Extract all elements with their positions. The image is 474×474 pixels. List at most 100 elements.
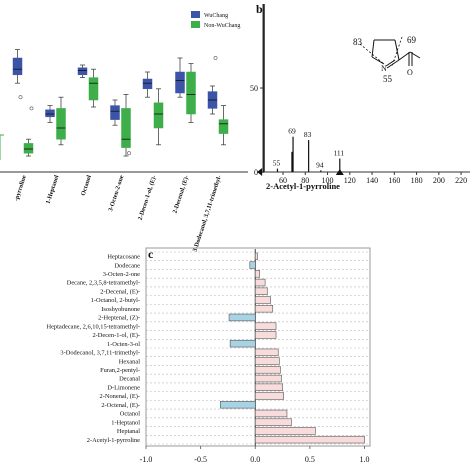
legend-label-wuchang: WuChang xyxy=(204,13,228,19)
bar-category-label: Heptacosane xyxy=(107,254,140,261)
substituent-bond xyxy=(398,51,411,61)
fragment-cut-line xyxy=(391,36,403,67)
loading-bar xyxy=(254,435,365,444)
bar-category-label: 1-Octanol, 2-butyl- xyxy=(91,297,140,304)
bar-x-tick-label: 0.5 xyxy=(305,455,315,464)
spectrum-compound-name: 2-Acetyl-1-pyrroline xyxy=(266,181,340,191)
bar-category-label: 2-Acetyl-1-pyrroline xyxy=(87,437,140,444)
box-iqr xyxy=(121,108,131,148)
box-iqr xyxy=(88,77,99,101)
box-outlier xyxy=(127,151,131,156)
loading-bar xyxy=(254,287,268,295)
spectrum-x-tick-label: 100 xyxy=(322,176,334,185)
loading-bar xyxy=(254,305,274,313)
box-outlier xyxy=(29,106,34,111)
box-iqr xyxy=(23,143,34,154)
loading-bar xyxy=(254,331,277,339)
loading-bar xyxy=(254,270,260,278)
spectrum-peak-label: 111 xyxy=(333,149,344,158)
spectrum-peak-label: 55 xyxy=(273,159,281,168)
loading-bar xyxy=(254,357,280,365)
ring-bond xyxy=(394,39,400,61)
spectrum-x-tick-label: 200 xyxy=(433,176,445,185)
bar-category-label: Heptanal xyxy=(117,428,140,435)
spectrum-peak-label: 69 xyxy=(288,127,296,136)
box-category-label: 2-Decenal, (E)- xyxy=(172,174,191,214)
bar-category-label: 1-Octen-3-ol xyxy=(107,341,140,348)
spectrum-x-tick-label: 140 xyxy=(366,176,378,185)
bar-category-label: Isoshyobunone xyxy=(101,306,140,313)
fragment-cut-line xyxy=(359,43,385,65)
bar-category-label: 2-Decen-1-ol, (E)- xyxy=(92,332,140,339)
bar-category-label: Decanal xyxy=(119,376,140,383)
molecule-structure: 83 69 55 N O xyxy=(353,35,421,84)
bar-category-label: 2-Heptenal, (Z)- xyxy=(98,315,140,322)
box-iqr xyxy=(175,71,185,94)
bar-x-tick-label: -0.5 xyxy=(194,455,207,464)
bar-category-label: 2-Octenal, (E)- xyxy=(101,402,140,409)
loading-bar xyxy=(254,427,316,435)
loading-bar xyxy=(254,366,281,374)
loading-bar xyxy=(229,339,256,348)
box-category-label: -pyrroline xyxy=(13,174,28,202)
bar-category-label: 3-Dodecanol, 3,7,11-trimethyl- xyxy=(60,350,140,357)
spectrum-x-tick-label: 60 xyxy=(279,176,287,185)
bar-category-label: Octanol xyxy=(120,411,140,418)
spectrum-x-tick-label: 120 xyxy=(344,176,356,185)
box-iqr xyxy=(142,78,153,90)
box-iqr xyxy=(110,105,120,120)
loading-bar xyxy=(254,278,266,287)
box-iqr xyxy=(12,57,23,76)
legend-label-non-wuchang: Non-WuChang xyxy=(204,23,240,29)
spectrum-marker xyxy=(257,168,263,176)
nitrogen-atom-label: N xyxy=(381,64,387,73)
bar-x-tick-label: 1.0 xyxy=(360,455,370,464)
spectrum-x-tick-label: 180 xyxy=(411,176,423,185)
box-iqr xyxy=(56,108,66,140)
fragment-label: 83 xyxy=(353,37,363,47)
loading-bar xyxy=(254,374,282,383)
box-category-label: 3-Dodecanol, 3,7,11-trimethyl- xyxy=(191,174,222,252)
box-iqr xyxy=(153,102,164,129)
mass-spectrum-panel: b 0 50 60 80 100 120 140 160 180 200 220 55 69 83 94… xyxy=(250,2,470,191)
loading-bar xyxy=(254,392,284,400)
box-plot-legend: WuChang Non-WuChang xyxy=(191,11,240,29)
loading-bar xyxy=(249,261,256,269)
box-outlier xyxy=(18,95,23,100)
bar-category-label: Dodecane xyxy=(114,262,140,269)
spectrum-x-tick-label: 80 xyxy=(301,176,309,185)
loading-bar xyxy=(254,418,292,426)
loading-bar xyxy=(220,401,256,409)
bar-chart-frame xyxy=(145,247,371,447)
bar-x-tick-label: -1.0 xyxy=(140,455,153,464)
spectrum-x-tick-label: 160 xyxy=(388,176,400,185)
bar-x-tick-label: 0.0 xyxy=(250,455,260,464)
loading-bar xyxy=(254,409,288,418)
loading-bar xyxy=(254,252,258,261)
fragment-label: 55 xyxy=(383,74,393,84)
bar-category-label: Heptadecane, 2,6,10,15-tetramethyl- xyxy=(46,323,140,330)
ring-bond xyxy=(371,39,375,58)
box-outlier xyxy=(213,56,218,60)
legend-swatch-non-wuchang xyxy=(191,21,200,28)
panel-label-b: b xyxy=(256,2,263,16)
bar-category-label: 2-Decenal, (E)- xyxy=(100,288,140,295)
spectrum-x-tick-label: 220 xyxy=(455,176,467,185)
loading-bar xyxy=(254,296,271,304)
spectrum-y-tick-label: 0 xyxy=(254,168,258,177)
bar-category-label: Decane, 2,3,5,8-tetramethyl- xyxy=(67,280,140,287)
box-category-label: 3-Octen-2-one xyxy=(107,174,125,212)
box-category-label: 1-Heptanol xyxy=(45,174,61,205)
spectrum-peak-label: 94 xyxy=(316,160,324,169)
bar-category-label: 2-Nonenal, (E)- xyxy=(100,393,140,400)
panel-label-c: c xyxy=(148,247,154,261)
fragment-label: 69 xyxy=(407,35,417,45)
spectrum-peak-label: 83 xyxy=(304,130,312,139)
box-plot-panel: WuChang Non-WuChang -pyrroline 1-Heptanol… xyxy=(0,11,248,253)
legend-swatch-wuchang xyxy=(191,11,200,18)
oxygen-atom-label: O xyxy=(407,68,413,77)
box-iqr xyxy=(186,71,196,115)
loading-bar xyxy=(254,348,279,357)
